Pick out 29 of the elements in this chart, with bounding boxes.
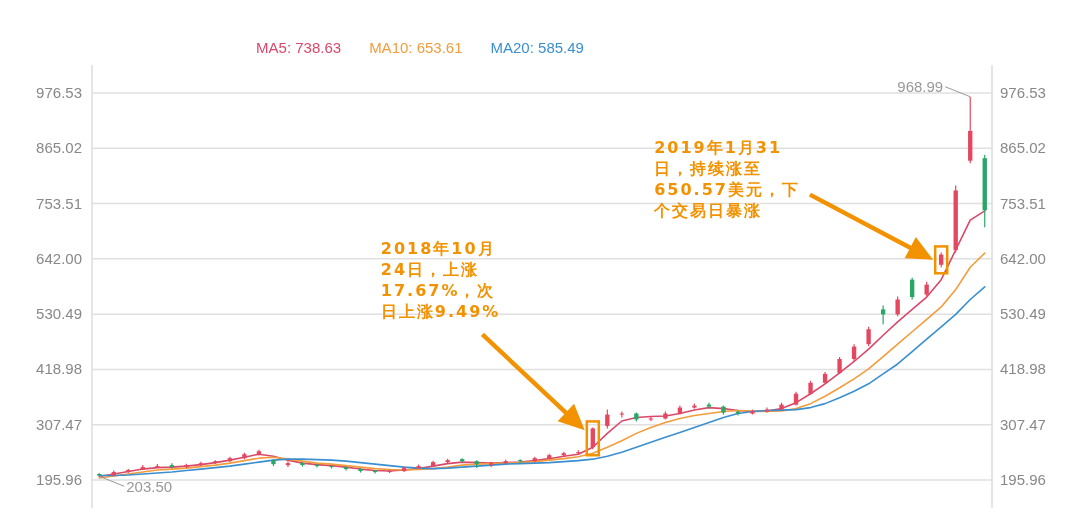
y-tick-label: 418.98 bbox=[36, 360, 82, 378]
y2-tick-label: 530.49 bbox=[1000, 305, 1046, 323]
candlestick bbox=[590, 426, 595, 450]
annotation: 968.99 bbox=[897, 77, 944, 95]
y2-tick-label: 976.53 bbox=[1000, 84, 1046, 101]
candlestick bbox=[605, 408, 610, 430]
text: MA10: 653.61 bbox=[369, 39, 463, 56]
y2-tick-label: 418.98 bbox=[1000, 360, 1046, 378]
annotation: 203.50 bbox=[126, 478, 173, 496]
y-tick-label: 642.00 bbox=[36, 249, 82, 267]
y-tick-label: 530.49 bbox=[36, 305, 82, 323]
y-tick-label: 307.47 bbox=[36, 415, 82, 433]
annotation: 2019年1月31日，持续涨至650.57美元，下个交易日暴涨 bbox=[653, 137, 800, 220]
y-tick-label: 195.96 bbox=[36, 471, 82, 489]
candlestick bbox=[648, 415, 654, 422]
text: MA20: 585.49 bbox=[490, 39, 584, 56]
annotation: 2018年10月24日，上涨17.67%，次日上涨9.49% bbox=[380, 239, 501, 322]
candlestick bbox=[880, 304, 886, 325]
text: MA5: 738.63 bbox=[256, 39, 342, 56]
y2-tick-label: 753.51 bbox=[1000, 194, 1046, 212]
y2-tick-label: 865.02 bbox=[1000, 139, 1046, 157]
y2-tick-label: 195.96 bbox=[1000, 471, 1046, 489]
candlestick bbox=[895, 295, 900, 317]
y-tick-label: 865.02 bbox=[36, 139, 82, 157]
y-tick-label: 753.51 bbox=[36, 194, 82, 212]
y2-tick-label: 642.00 bbox=[1000, 249, 1046, 267]
candlestick bbox=[866, 326, 871, 347]
y-tick-label: 976.53 bbox=[36, 84, 82, 101]
y2-tick-label: 307.47 bbox=[1000, 415, 1046, 433]
